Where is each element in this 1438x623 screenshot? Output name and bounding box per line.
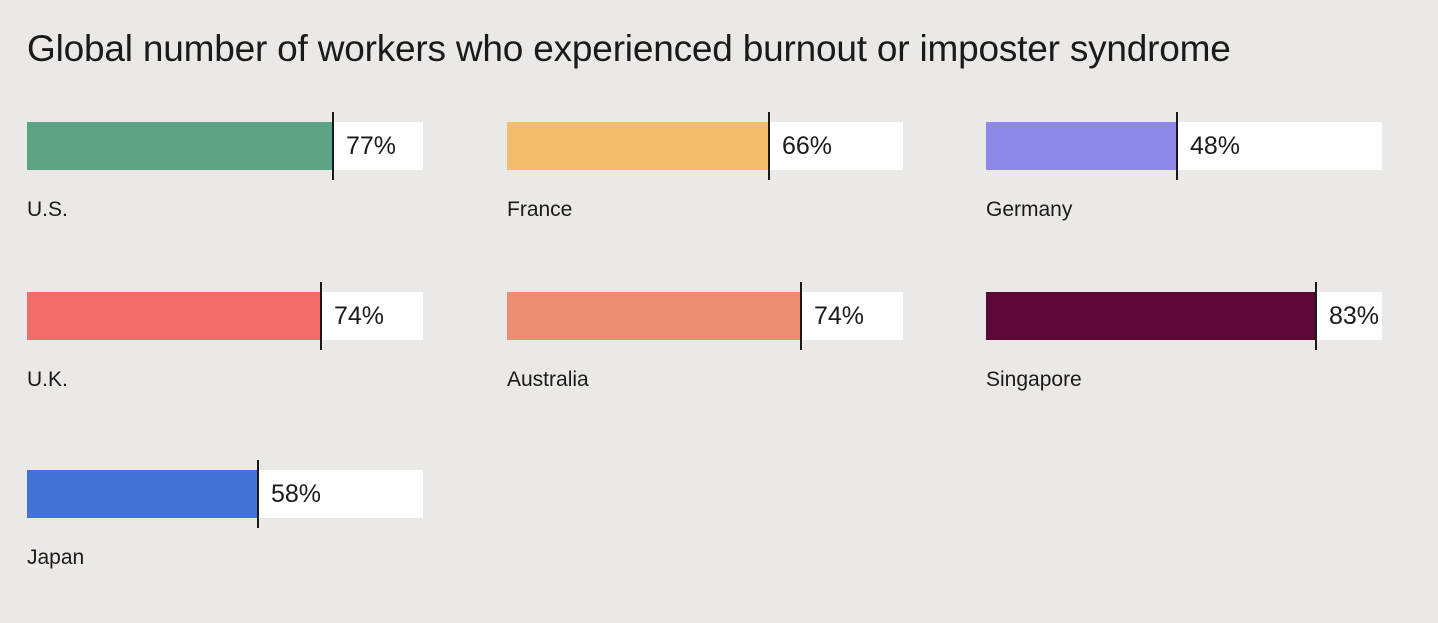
bar-panel-france: 66% France <box>507 112 903 242</box>
bar-end-marker <box>320 282 322 350</box>
category-label: U.S. <box>27 198 68 221</box>
category-label: Singapore <box>986 368 1082 391</box>
data-label: 48% <box>1190 132 1241 160</box>
bar-panel-u-k: 74% U.K. <box>27 282 423 412</box>
category-label: France <box>507 198 573 221</box>
bar-panel-singapore: 83% Singapore <box>986 282 1382 412</box>
bar-end-marker <box>1176 112 1178 180</box>
bar-end-marker <box>257 460 259 528</box>
bar-end-marker <box>768 112 770 180</box>
bar <box>507 292 800 340</box>
bar <box>27 470 257 518</box>
data-label: 58% <box>271 480 322 508</box>
bar-end-marker <box>1315 282 1317 350</box>
data-label: 83% <box>1329 302 1380 330</box>
bar <box>507 122 768 170</box>
data-label: 66% <box>782 132 833 160</box>
category-label: Japan <box>27 546 85 569</box>
bar-panel-japan: 58% Japan <box>27 460 423 590</box>
category-label: Germany <box>986 198 1073 221</box>
data-label: 77% <box>346 132 397 160</box>
bar-end-marker <box>800 282 802 350</box>
data-label: 74% <box>334 302 385 330</box>
bar <box>27 122 332 170</box>
bar-panel-u-s: 77% U.S. <box>27 112 423 242</box>
bar-end-marker <box>332 112 334 180</box>
bar-panel-australia: 74% Australia <box>507 282 903 412</box>
bar <box>27 292 320 340</box>
data-label: 74% <box>814 302 865 330</box>
category-label: Australia <box>507 368 589 391</box>
chart-title: Global number of workers who experienced… <box>27 28 1231 69</box>
category-label: U.K. <box>27 368 68 391</box>
bar <box>986 122 1176 170</box>
bar-panel-germany: 48% Germany <box>986 112 1382 242</box>
bar <box>986 292 1315 340</box>
